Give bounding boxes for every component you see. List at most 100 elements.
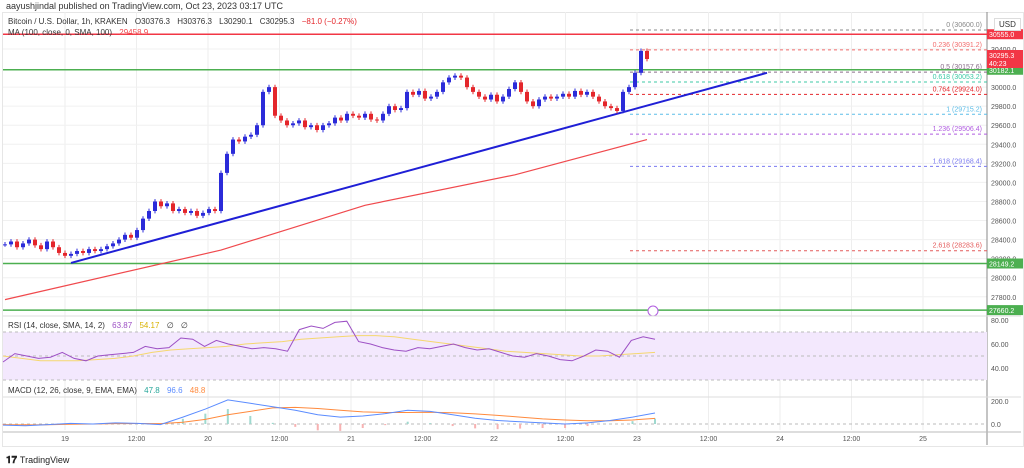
x-tick-label: 12:00 bbox=[557, 436, 575, 443]
y-tick-label: 29800.0 bbox=[991, 104, 1016, 111]
candle-down bbox=[171, 203, 175, 212]
candle-up bbox=[441, 82, 445, 92]
candle-down bbox=[63, 252, 67, 256]
macd-line bbox=[2, 399, 656, 427]
candle-down bbox=[213, 209, 217, 212]
rsi-line bbox=[2, 320, 656, 363]
candle-up bbox=[417, 90, 421, 95]
ma100-line bbox=[4, 138, 648, 301]
rsi-label[interactable]: RSI (14, close, SMA, 14, 2) bbox=[8, 321, 105, 330]
candle-down bbox=[279, 115, 283, 121]
rsi-na-2: ∅ bbox=[180, 321, 188, 330]
candle-down bbox=[609, 106, 613, 109]
y-tick-label: 29600.0 bbox=[991, 123, 1016, 130]
candle-up bbox=[135, 230, 139, 238]
candle-up bbox=[435, 91, 439, 97]
fib-level-label: 0.236 (30391.2) bbox=[933, 42, 982, 49]
candle-up bbox=[513, 82, 517, 90]
y-tick-label: 28600.0 bbox=[991, 219, 1016, 226]
candle-up bbox=[201, 212, 205, 216]
candle-up bbox=[543, 96, 547, 100]
candle-up bbox=[309, 125, 313, 128]
close-value: C30295.3 bbox=[259, 17, 295, 26]
candle-down bbox=[549, 96, 553, 99]
candle-down bbox=[591, 91, 595, 97]
x-tick-label: 22 bbox=[490, 436, 498, 443]
candle-up bbox=[291, 123, 295, 126]
open-value: O30376.3 bbox=[134, 17, 170, 26]
symbol-title[interactable]: Bitcoin / U.S. Dollar, 1h, KRAKEN bbox=[8, 17, 128, 26]
candle-down bbox=[495, 94, 499, 102]
candle-up bbox=[537, 99, 541, 107]
level-tag-label: 30555.0 bbox=[989, 32, 1014, 39]
fib-level-label: 2.618 (28283.6) bbox=[933, 243, 982, 250]
candle-up bbox=[117, 239, 121, 244]
candle-up bbox=[243, 136, 247, 142]
candle-up bbox=[123, 234, 127, 240]
fib-level-label: 0.5 (30157.6) bbox=[940, 64, 982, 71]
candle-up bbox=[501, 96, 505, 102]
rsi-value: 63.87 bbox=[112, 321, 133, 330]
low-value: L30290.1 bbox=[219, 17, 253, 26]
candle-up bbox=[69, 253, 73, 256]
symbol-legend: Bitcoin / U.S. Dollar, 1h, KRAKEN O30376… bbox=[8, 17, 362, 26]
candle-down bbox=[519, 82, 523, 92]
tradingview-logo[interactable]: 𝟏𝟕 TradingView bbox=[6, 455, 69, 466]
last-price-tag bbox=[987, 50, 1023, 69]
x-tick-label: 19 bbox=[61, 436, 69, 443]
x-tick-label: 12:00 bbox=[128, 436, 146, 443]
candle-down bbox=[423, 90, 427, 99]
currency-button[interactable]: USD bbox=[994, 18, 1021, 31]
candle-up bbox=[147, 211, 151, 219]
candle-up bbox=[561, 93, 565, 97]
candle-up bbox=[21, 243, 25, 248]
candle-up bbox=[363, 113, 367, 118]
candle-down bbox=[237, 139, 241, 142]
fib-level-label: 1.618 (29168.4) bbox=[933, 158, 982, 165]
candle-up bbox=[255, 125, 259, 135]
candle-up bbox=[555, 96, 559, 99]
candle-up bbox=[75, 251, 79, 254]
candle-down bbox=[57, 247, 61, 253]
candle-up bbox=[99, 249, 103, 252]
candle-down bbox=[531, 101, 535, 107]
ma-label[interactable]: MA (100, close, 0, SMA, 100) bbox=[8, 28, 113, 37]
candle-up bbox=[249, 134, 253, 137]
candle-up bbox=[633, 72, 637, 88]
last-price-label: 30295.3 bbox=[989, 53, 1014, 60]
level-tag bbox=[987, 258, 1023, 269]
high-value: H30376.3 bbox=[177, 17, 212, 26]
candle-up bbox=[27, 239, 31, 244]
macd-value: 96.6 bbox=[166, 386, 183, 395]
candle-up bbox=[405, 91, 409, 109]
candle-up bbox=[261, 91, 265, 126]
candle-down bbox=[459, 75, 463, 78]
candle-up bbox=[321, 125, 325, 131]
candle-up bbox=[333, 117, 337, 124]
candle-down bbox=[369, 113, 373, 120]
fib-level-label: 0 (30600.0) bbox=[946, 22, 982, 29]
macd-label[interactable]: MACD (12, 26, close, 9, EMA, EMA) bbox=[8, 386, 137, 395]
ma-legend: MA (100, close, 0, SMA, 100) 29458.9 bbox=[8, 28, 153, 37]
y-tick-label: 29200.0 bbox=[991, 161, 1016, 168]
fib-level-label: 1 (29715.2) bbox=[946, 106, 982, 113]
level-tag bbox=[987, 29, 1023, 40]
candle-down bbox=[195, 211, 199, 216]
candle-up bbox=[3, 244, 7, 246]
candle-up bbox=[219, 172, 223, 212]
rsi-tick-label: 80.00 bbox=[991, 318, 1009, 325]
x-tick-label: 21 bbox=[347, 436, 355, 443]
candle-down bbox=[129, 234, 133, 238]
macd-legend: MACD (12, 26, close, 9, EMA, EMA) 47.8 9… bbox=[8, 386, 210, 395]
x-tick-label: 12:00 bbox=[700, 436, 718, 443]
fib-level-label: 1.236 (29506.4) bbox=[933, 126, 982, 133]
candle-down bbox=[525, 91, 529, 102]
candle-up bbox=[153, 201, 157, 212]
rsi-ma-line bbox=[2, 335, 656, 362]
level-tag-label: 28149.2 bbox=[989, 262, 1014, 269]
candle-up bbox=[447, 77, 451, 83]
candle-up bbox=[105, 246, 109, 250]
fib-level-label: 0.618 (30053.2) bbox=[933, 74, 982, 81]
candle-up bbox=[627, 87, 631, 92]
